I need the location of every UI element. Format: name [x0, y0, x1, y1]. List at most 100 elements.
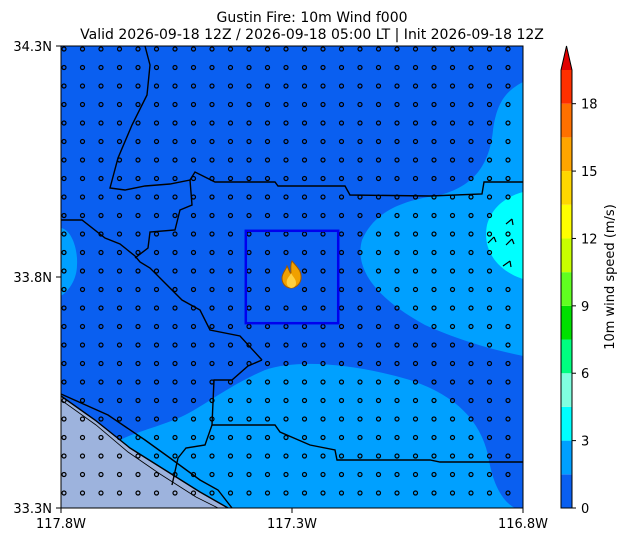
calm-station-circle — [61, 120, 67, 126]
colorbar-tick-label: 6 — [581, 367, 589, 382]
calm-station-circle — [357, 212, 363, 219]
calm-station-circle — [394, 397, 400, 404]
calm-station-circle — [468, 434, 474, 441]
calm-station-circle — [431, 268, 437, 274]
calm-station-circle — [505, 83, 511, 89]
calm-station-circle — [264, 305, 271, 311]
calm-station-circle — [301, 194, 308, 200]
calm-station-circle — [486, 471, 493, 478]
colorbar-level — [561, 305, 572, 340]
calm-station-circle — [301, 397, 308, 404]
calm-station-circle — [449, 397, 456, 404]
calm-station-circle — [412, 175, 419, 182]
calm-station-circle — [79, 249, 86, 256]
calm-station-circle — [449, 416, 456, 422]
calm-station-circle — [190, 434, 197, 441]
calm-station-circle — [135, 268, 141, 274]
calm-station-circle — [431, 212, 437, 219]
calm-station-circle — [357, 434, 363, 441]
calm-station-circle — [135, 83, 141, 89]
calm-station-circle — [264, 212, 271, 219]
calm-station-circle — [468, 83, 474, 89]
calm-station-circle — [190, 323, 197, 330]
calm-station-circle — [449, 46, 456, 52]
calm-station-circle — [116, 416, 123, 422]
calm-station-circle — [79, 453, 86, 459]
calm-station-circle — [246, 379, 252, 385]
calm-station-circle — [320, 286, 326, 293]
calm-station-circle — [431, 46, 437, 52]
calm-station-circle — [264, 268, 271, 274]
calm-station-circle — [246, 101, 252, 108]
calm-station-circle — [116, 212, 123, 219]
calm-station-circle — [486, 397, 493, 404]
calm-station-circle — [431, 138, 437, 145]
calm-station-circle — [320, 490, 326, 496]
calm-station-circle — [116, 397, 123, 404]
calm-station-circle — [431, 175, 437, 182]
calm-station-circle — [338, 397, 345, 404]
calm-station-circle — [505, 64, 511, 71]
calm-station-circle — [209, 46, 215, 52]
calm-station-circle — [209, 305, 215, 311]
calm-station-circle — [172, 305, 178, 311]
calm-station-circle — [301, 434, 308, 441]
calm-station-circle — [153, 175, 160, 182]
calm-station-circle — [468, 360, 474, 367]
calm-station-circle — [375, 175, 382, 182]
calm-station-circle — [431, 490, 437, 496]
calm-station-circle — [79, 212, 86, 219]
calm-station-circle — [98, 286, 104, 293]
calm-station-circle — [209, 379, 215, 385]
calm-station-circle — [227, 249, 234, 256]
colorbar-tick-label: 18 — [581, 98, 598, 113]
calm-station-circle — [357, 490, 363, 496]
calm-station-circle — [79, 490, 86, 496]
calm-station-circle — [98, 83, 104, 89]
calm-station-circle — [264, 286, 271, 293]
calm-station-circle — [468, 490, 474, 496]
calm-station-circle — [283, 342, 289, 348]
calm-station-circle — [61, 453, 67, 459]
calm-station-circle — [172, 64, 178, 71]
calm-station-circle — [116, 138, 123, 145]
calm-station-circle — [486, 268, 493, 274]
wind-speed-core — [486, 192, 523, 279]
calm-station-circle — [264, 46, 271, 52]
calm-station-circle — [394, 434, 400, 441]
calm-station-circle — [338, 157, 345, 163]
calm-station-circle — [449, 249, 456, 256]
calm-station-circle — [98, 434, 104, 441]
calm-station-circle — [116, 268, 123, 274]
calm-station-circle — [394, 323, 400, 330]
calm-station-circle — [283, 397, 289, 404]
calm-station-circle — [61, 249, 67, 256]
border-line-3 — [212, 424, 523, 463]
calm-station-circle — [283, 305, 289, 311]
calm-station-circle — [505, 175, 511, 182]
calm-station-circle — [246, 471, 252, 478]
wind-station-circles — [61, 46, 511, 496]
calm-station-circle — [375, 194, 382, 200]
calm-station-circle — [227, 342, 234, 348]
calm-station-circle — [209, 323, 215, 330]
calm-station-circle — [172, 323, 178, 330]
calm-station-circle — [486, 490, 493, 496]
calm-station-circle — [394, 157, 400, 163]
calm-station-circle — [153, 286, 160, 293]
calm-station-circle — [209, 120, 215, 126]
calm-station-circle — [61, 360, 67, 367]
calm-station-circle — [209, 138, 215, 145]
calm-station-circle — [486, 120, 493, 126]
calm-station-circle — [412, 342, 419, 348]
calm-station-circle — [301, 64, 308, 71]
calm-station-circle — [264, 360, 271, 367]
calm-station-circle — [301, 305, 308, 311]
calm-station-circle — [264, 453, 271, 459]
calm-station-circle — [190, 397, 197, 404]
calm-station-circle — [246, 138, 252, 145]
calm-station-circle — [227, 138, 234, 145]
calm-station-circle — [79, 434, 86, 441]
calm-station-circle — [116, 305, 123, 311]
calm-station-circle — [153, 416, 160, 422]
